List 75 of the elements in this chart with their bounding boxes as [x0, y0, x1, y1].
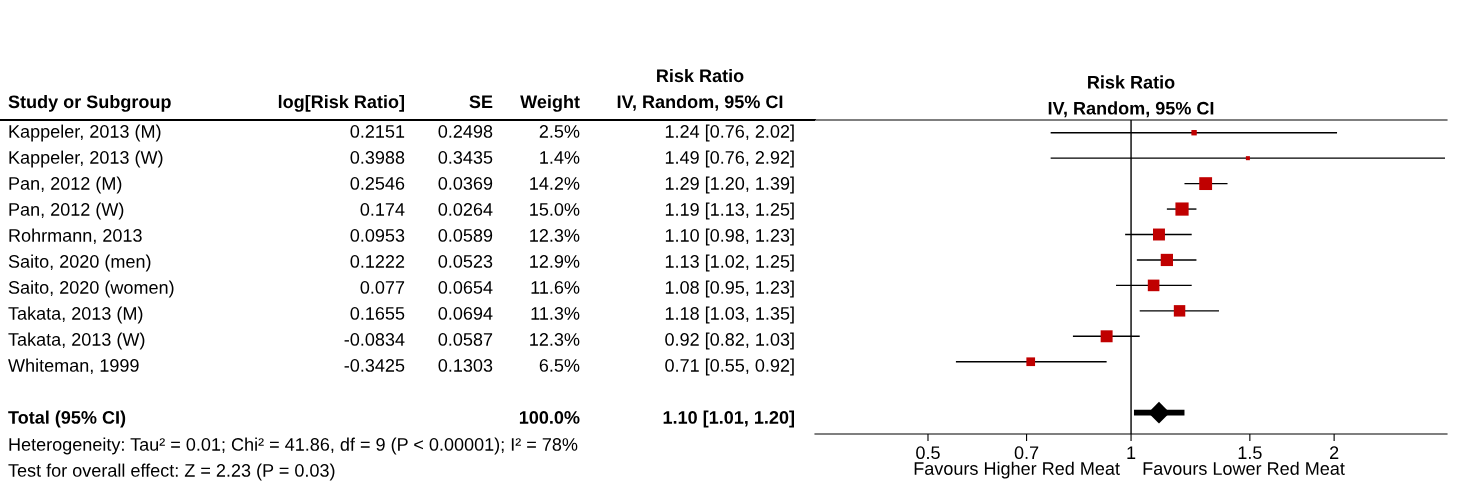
text: Favours Higher Red Meat — [914, 461, 1120, 479]
text: -0.0834 — [344, 333, 405, 346]
category-label: log[Risk Ratio] — [278, 94, 404, 112]
point — [1147, 279, 1160, 292]
text: Test for overall effect: Z = 2.23 (P = 0.03) — [8, 463, 335, 481]
text: 0.71 [0.55, 0.92] — [665, 358, 794, 376]
point — [1199, 177, 1213, 191]
point — [1173, 305, 1186, 317]
text: 1.49 [0.76, 2.92] — [665, 150, 794, 168]
text: 0.0953 — [350, 229, 405, 242]
x-tick-label: 0.7 — [1014, 446, 1039, 460]
text: 1.19 [1.13, 1.25] — [665, 202, 794, 220]
category-label: Pan, 2012 (M) — [9, 176, 122, 194]
text: 11.6% — [531, 281, 580, 294]
text: 0.0654 — [438, 281, 493, 294]
text: 0.1222 — [350, 255, 405, 268]
text: 12.3% — [530, 333, 580, 346]
text: 1.10 [1.01, 1.20] — [663, 410, 794, 428]
text: 6.5% — [539, 359, 580, 372]
category-label: Kappeler, 2013 (M) — [9, 124, 161, 142]
text: 14.2% — [530, 177, 580, 190]
text: 0.0523 — [438, 255, 493, 268]
category-label: Takata, 2013 (W) — [8, 332, 145, 350]
text: 100.0% — [519, 411, 580, 424]
x-tick-label: 0.5 — [916, 446, 940, 460]
text: 0.174 — [360, 203, 405, 216]
text: Heterogeneity: Tau² = 0.01; Chi² = 41.86, df = 9 (P < 0.00001); I² = 78% — [9, 437, 578, 455]
category-label: Whiteman, 1999 — [8, 358, 139, 374]
text: 0.0369 — [438, 177, 493, 190]
category-label: Pan, 2012 (W) — [9, 202, 124, 220]
text: 1.10 [0.98, 1.23] — [665, 228, 794, 246]
text: 11.3% — [531, 307, 580, 320]
text: 0.0589 — [438, 229, 493, 242]
point — [1175, 202, 1189, 216]
x-tick-label: 1 — [1127, 446, 1136, 459]
text: 0.077 — [360, 281, 405, 294]
text: 0.1655 — [350, 307, 405, 320]
text: 2.5% — [539, 125, 580, 138]
text: 0.92 [0.82, 1.03] — [665, 332, 794, 350]
text: 1.4% — [540, 151, 580, 164]
text: 0.1303 — [438, 359, 493, 372]
point — [1160, 253, 1173, 267]
text: 12.3% — [530, 229, 580, 242]
category-label: Study or Subgroup — [8, 94, 171, 112]
point — [1153, 228, 1165, 241]
chart-title: Risk Ratio IV, Random, 95% CI — [1048, 75, 1214, 118]
category-label: Saito, 2020 (men) — [8, 254, 151, 272]
text: 12.9% — [530, 255, 580, 268]
text: 0.3988 — [350, 151, 405, 164]
category-label: Risk Ratio IV, Random, 95% CI — [617, 68, 783, 111]
text: 0.3435 — [438, 151, 493, 164]
text: 1.24 [0.76, 2.02] — [665, 124, 794, 142]
category-label: Total (95% CI) — [8, 410, 126, 428]
category-label: Kappeler, 2013 (W) — [9, 150, 163, 168]
category-label: SE — [469, 95, 493, 109]
text: 0.0694 — [438, 307, 493, 320]
text: 1.29 [1.20, 1.39] — [665, 176, 794, 194]
x-tick-label: 1.5 — [1238, 446, 1262, 460]
text: -0.3425 — [344, 359, 405, 372]
text: 0.0264 — [438, 203, 493, 216]
text: Favours Lower Red Meat — [1143, 461, 1345, 475]
category-label: Takata, 2013 (M) — [8, 306, 143, 324]
text: 0.2151 — [350, 125, 405, 138]
text: 0.2546 — [350, 177, 405, 190]
text: 0.0587 — [438, 333, 493, 346]
text: 1.18 [1.03, 1.35] — [665, 306, 794, 324]
category-label: Rohrmann, 2013 — [9, 228, 142, 244]
x-tick-label: 2 — [1330, 446, 1339, 459]
text: 0.2498 — [438, 125, 493, 138]
text: 15.0% — [530, 203, 580, 216]
text: 1.13 [1.02, 1.25] — [665, 254, 794, 272]
category-label: Saito, 2020 (women) — [8, 280, 174, 298]
category-label: Weight — [520, 94, 580, 112]
point — [1148, 401, 1170, 424]
text: 1.08 [0.95, 1.23] — [665, 280, 794, 298]
